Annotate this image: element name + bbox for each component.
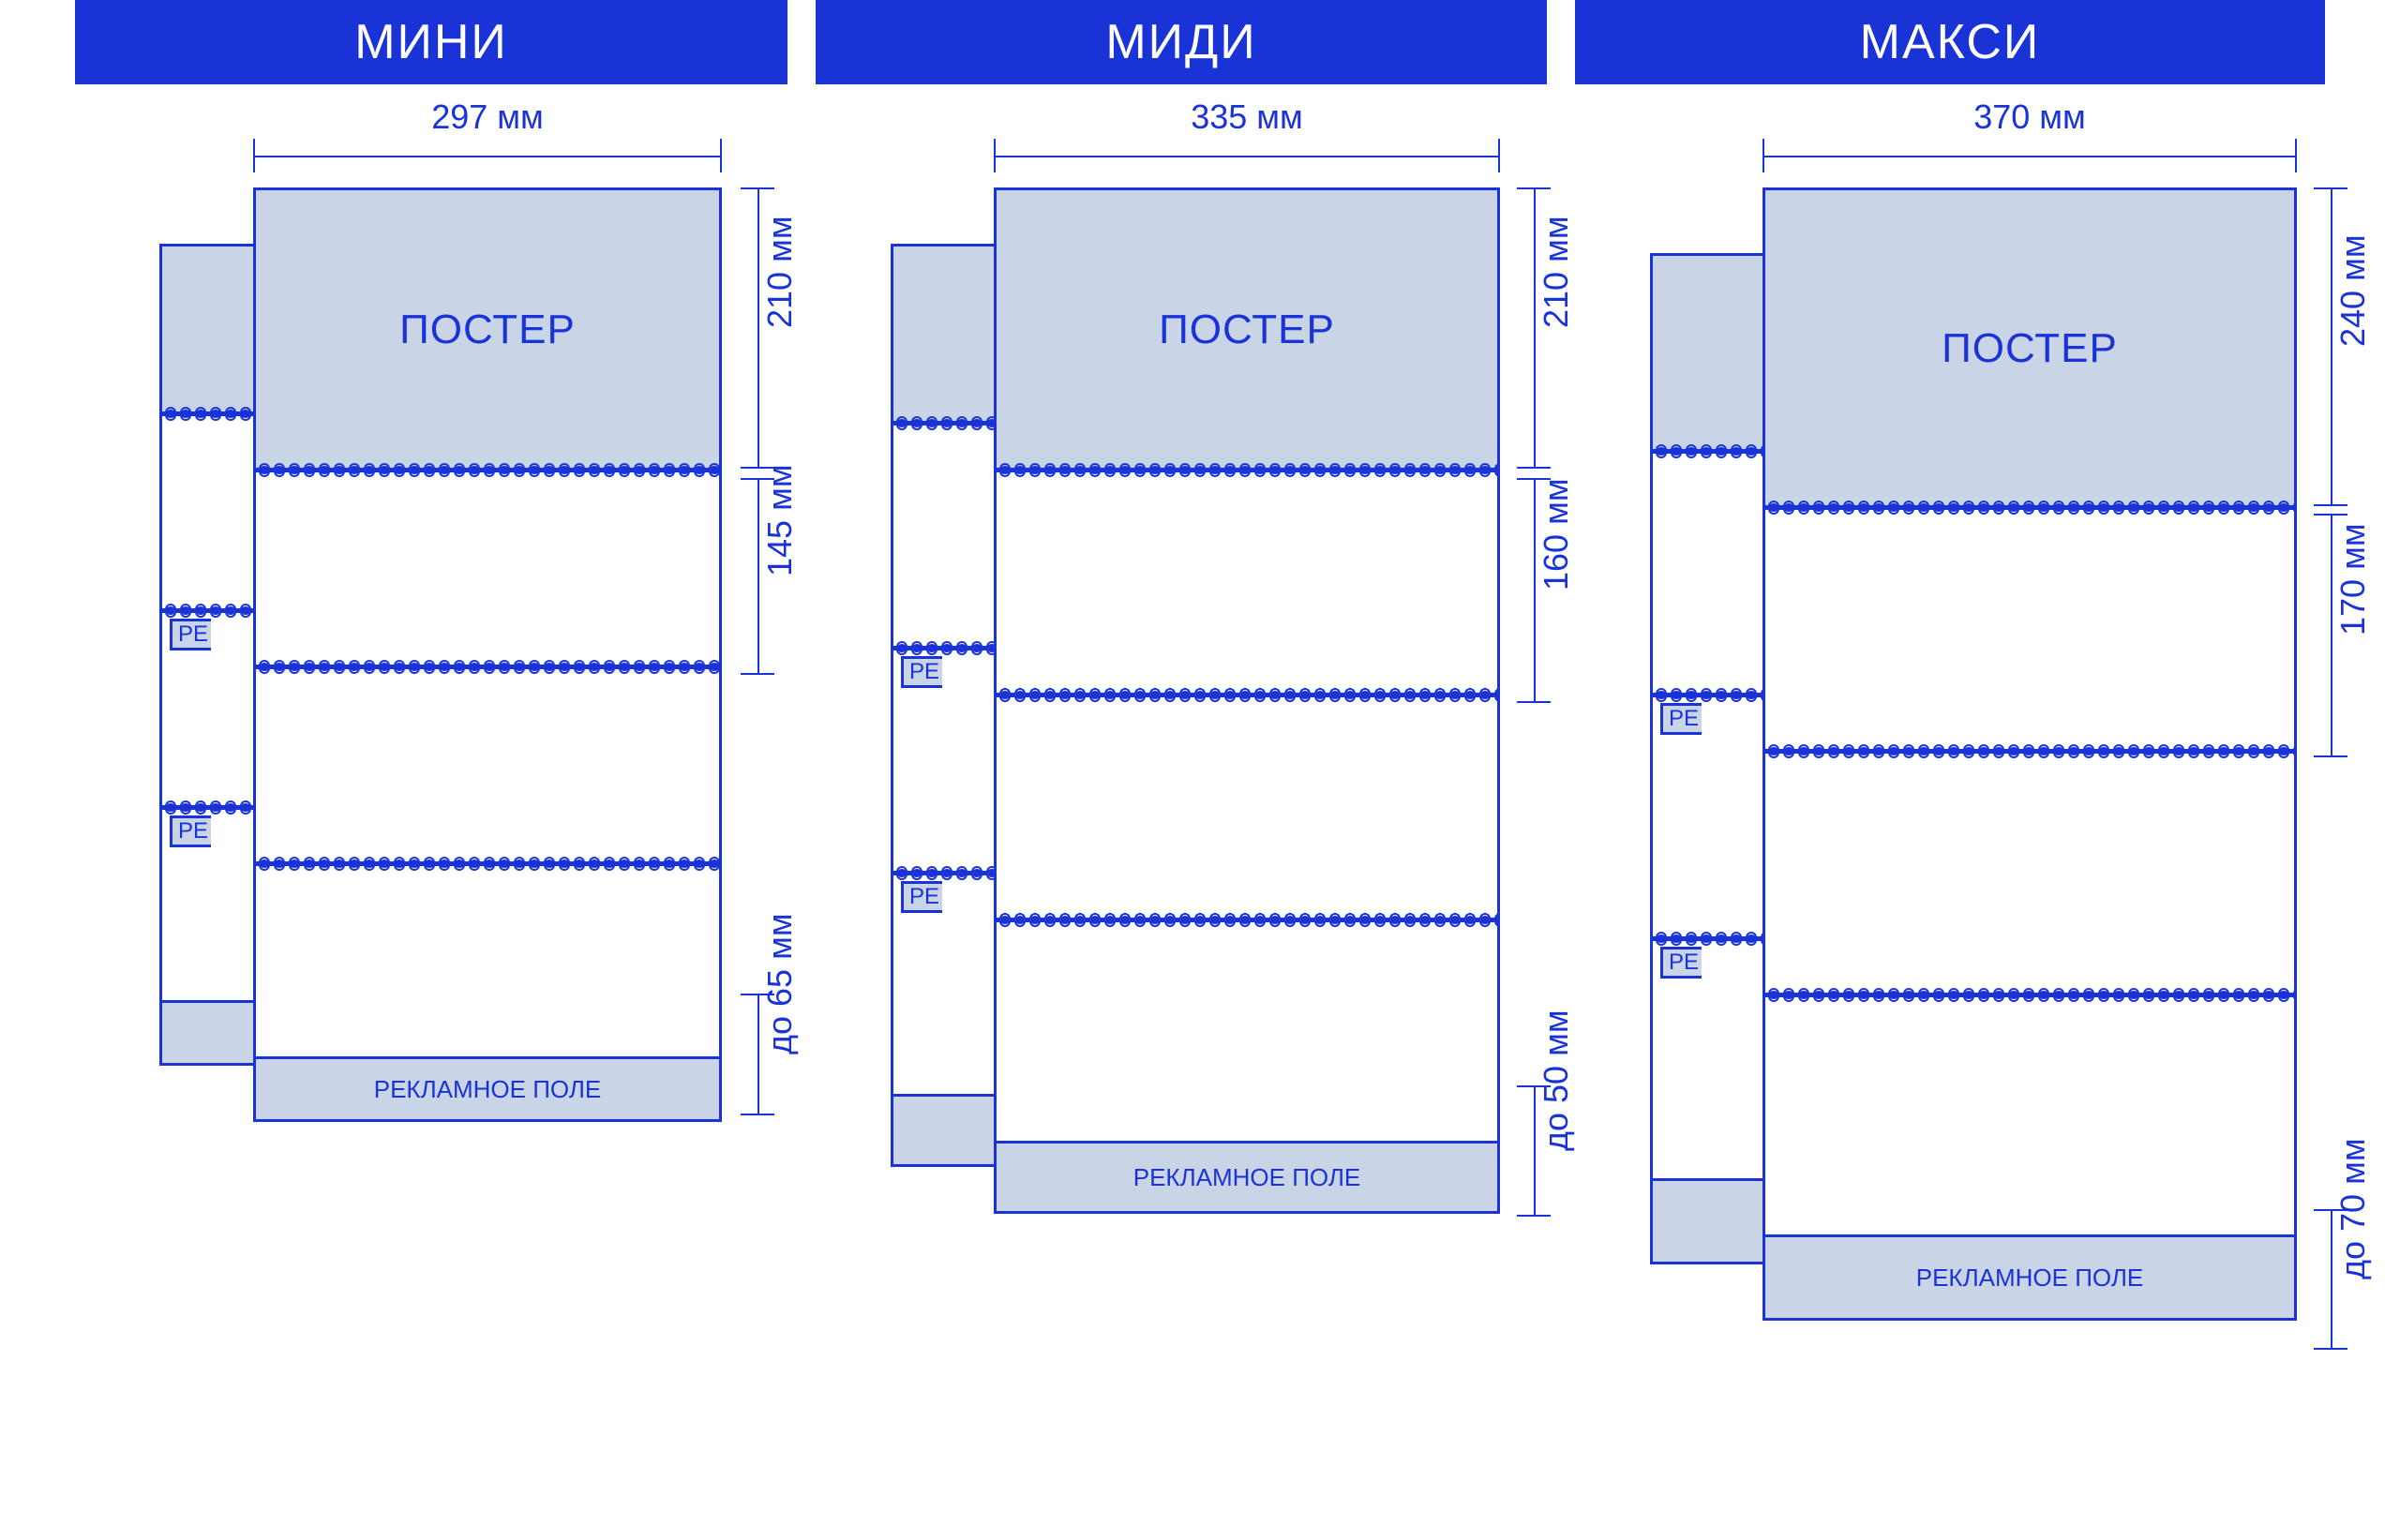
poster-label: ПОСТЕР [399, 307, 576, 353]
dimension-poster-height-label: 210 мм [1537, 216, 1576, 328]
dimension-adfield-height: до 70 мм [2314, 1209, 2348, 1350]
month-block [256, 471, 719, 668]
month-block [1765, 509, 2294, 753]
dimension-adfield-height-label: до 50 мм [1537, 1009, 1576, 1151]
calendar-front: ПОСТЕР РЕКЛАМНОЕ ПОЛЕ [994, 187, 1500, 1144]
month-block [256, 865, 719, 1062]
calendar-stack: РЕ РЕ РЕКЛАМНОЕ ПОЛЕПОСТЕР РЕКЛАМНОЕ ПОЛ… [1575, 0, 2325, 1540]
adfield-label: РЕКЛАМНОЕ ПОЛЕ [374, 1075, 601, 1104]
adfield-label: РЕКЛАМНОЕ ПОЛЕ [1916, 1263, 2143, 1293]
dimension-poster-height: 240 мм [2314, 187, 2348, 506]
dimension-block-height: 170 мм [2314, 514, 2348, 757]
variant-mini: МИНИ 297 мм РЕ РЕ РЕКЛАМНОЕ ПОЛЕПОСТЕР Р… [75, 0, 788, 1540]
variant-midi: МИДИ 335 мм РЕ РЕ РЕКЛАМНОЕ ПОЛЕПОСТЕР Р… [816, 0, 1547, 1540]
poster-label: ПОСТЕР [1159, 307, 1335, 353]
dimension-adfield-height: до 65 мм [741, 994, 774, 1115]
dimension-poster-height-label: 210 мм [760, 216, 800, 328]
poster-area: ПОСТЕР [256, 190, 719, 471]
month-block [997, 696, 1497, 921]
dimension-block-height-label: 160 мм [1537, 478, 1576, 591]
calendar-front: ПОСТЕР РЕКЛАМНОЕ ПОЛЕ [253, 187, 722, 1059]
month-block [997, 471, 1497, 696]
poster-area: ПОСТЕР [997, 190, 1497, 471]
dimension-block-height: 160 мм [1517, 478, 1551, 703]
month-block [1765, 996, 2294, 1240]
poster-area: ПОСТЕР [1765, 190, 2294, 509]
dimension-poster-height-label: 240 мм [2333, 234, 2373, 347]
month-block [1765, 753, 2294, 996]
dimension-block-height-label: 170 мм [2333, 523, 2373, 635]
dimension-poster-height: 210 мм [741, 187, 774, 469]
month-block [256, 668, 719, 865]
calendar-stack: РЕ РЕ РЕКЛАМНОЕ ПОЛЕПОСТЕР РЕКЛАМНОЕ ПОЛ… [816, 0, 1547, 1540]
dimension-block-height-label: 145 мм [760, 464, 800, 576]
dimension-adfield-height-label: до 70 мм [2333, 1138, 2373, 1279]
adfield: РЕКЛАМНОЕ ПОЛЕ [994, 1141, 1500, 1214]
adfield-label: РЕКЛАМНОЕ ПОЛЕ [1133, 1163, 1360, 1192]
dimension-poster-height: 210 мм [1517, 187, 1551, 469]
calendar-stack: РЕ РЕ РЕКЛАМНОЕ ПОЛЕПОСТЕР РЕКЛАМНОЕ ПОЛ… [75, 0, 788, 1540]
variant-maxi: МАКСИ 370 мм РЕ РЕ РЕКЛАМНОЕ ПОЛЕПОСТЕР … [1575, 0, 2325, 1540]
dimension-block-height: 145 мм [741, 478, 774, 675]
poster-label: ПОСТЕР [1942, 325, 2118, 372]
adfield: РЕКЛАМНОЕ ПОЛЕ [253, 1056, 722, 1122]
adfield: РЕКЛАМНОЕ ПОЛЕ [1762, 1234, 2297, 1321]
dimension-adfield-height-label: до 65 мм [760, 913, 800, 1054]
calendar-front: ПОСТЕР РЕКЛАМНОЕ ПОЛЕ [1762, 187, 2297, 1237]
month-block [997, 921, 1497, 1146]
dimension-adfield-height: до 50 мм [1517, 1085, 1551, 1217]
